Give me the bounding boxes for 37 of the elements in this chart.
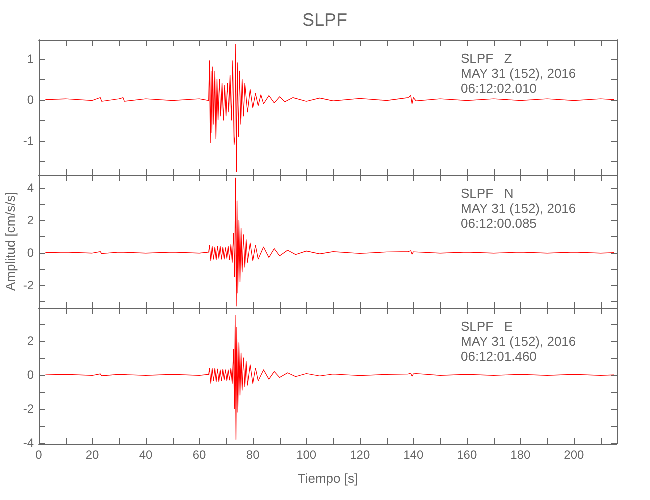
annotation: SLPF N [461, 186, 514, 201]
annotation: 06:12:01.460 [461, 349, 537, 364]
x-axis-title: Tiempo [s] [298, 471, 358, 486]
y-tick-label: 1 [27, 52, 34, 66]
line-series [45, 44, 615, 172]
annotation: MAY 31 (152), 2016 [461, 334, 576, 349]
x-tick-label: 60 [192, 448, 207, 462]
x-tick-label: 120 [350, 448, 370, 462]
y-tick-label: 2 [27, 213, 34, 228]
x-tick-label: 140 [404, 448, 424, 462]
y-tick-label: -2 [23, 278, 34, 292]
line-series [45, 178, 615, 307]
x-tick-label: 160 [457, 448, 478, 462]
annotation: MAY 31 (152), 2016 [461, 66, 576, 81]
y-tick-label: -2 [23, 402, 34, 416]
annotation: SLPF Z [461, 51, 512, 66]
y-tick-label: 0 [27, 368, 34, 382]
x-tick-label: 80 [246, 448, 260, 462]
y-tick-label: 2 [27, 334, 34, 348]
y-tick-label: -4 [23, 436, 34, 450]
annotation: 06:12:02.010 [461, 81, 537, 96]
y-tick-label: 0 [27, 92, 34, 107]
y-tick-label: 0 [27, 246, 34, 260]
annotation: 06:12:00.085 [461, 216, 537, 231]
line-series [45, 315, 615, 440]
x-tick-label: 40 [139, 448, 154, 462]
x-tick-label: 200 [564, 448, 585, 462]
y-axis-title: Amplitud [cm/s/s] [3, 192, 18, 291]
x-tick-label: 180 [510, 448, 531, 462]
annotation: MAY 31 (152), 2016 [461, 201, 576, 216]
x-tick-label: 100 [296, 448, 317, 462]
chart-title: SLPF [302, 10, 348, 30]
y-tick-label: -1 [23, 134, 34, 148]
annotation: SLPF E [461, 319, 514, 334]
x-tick-label: 0 [36, 448, 43, 462]
y-tick-label: 4 [27, 180, 34, 195]
x-tick-label: 20 [86, 448, 100, 462]
